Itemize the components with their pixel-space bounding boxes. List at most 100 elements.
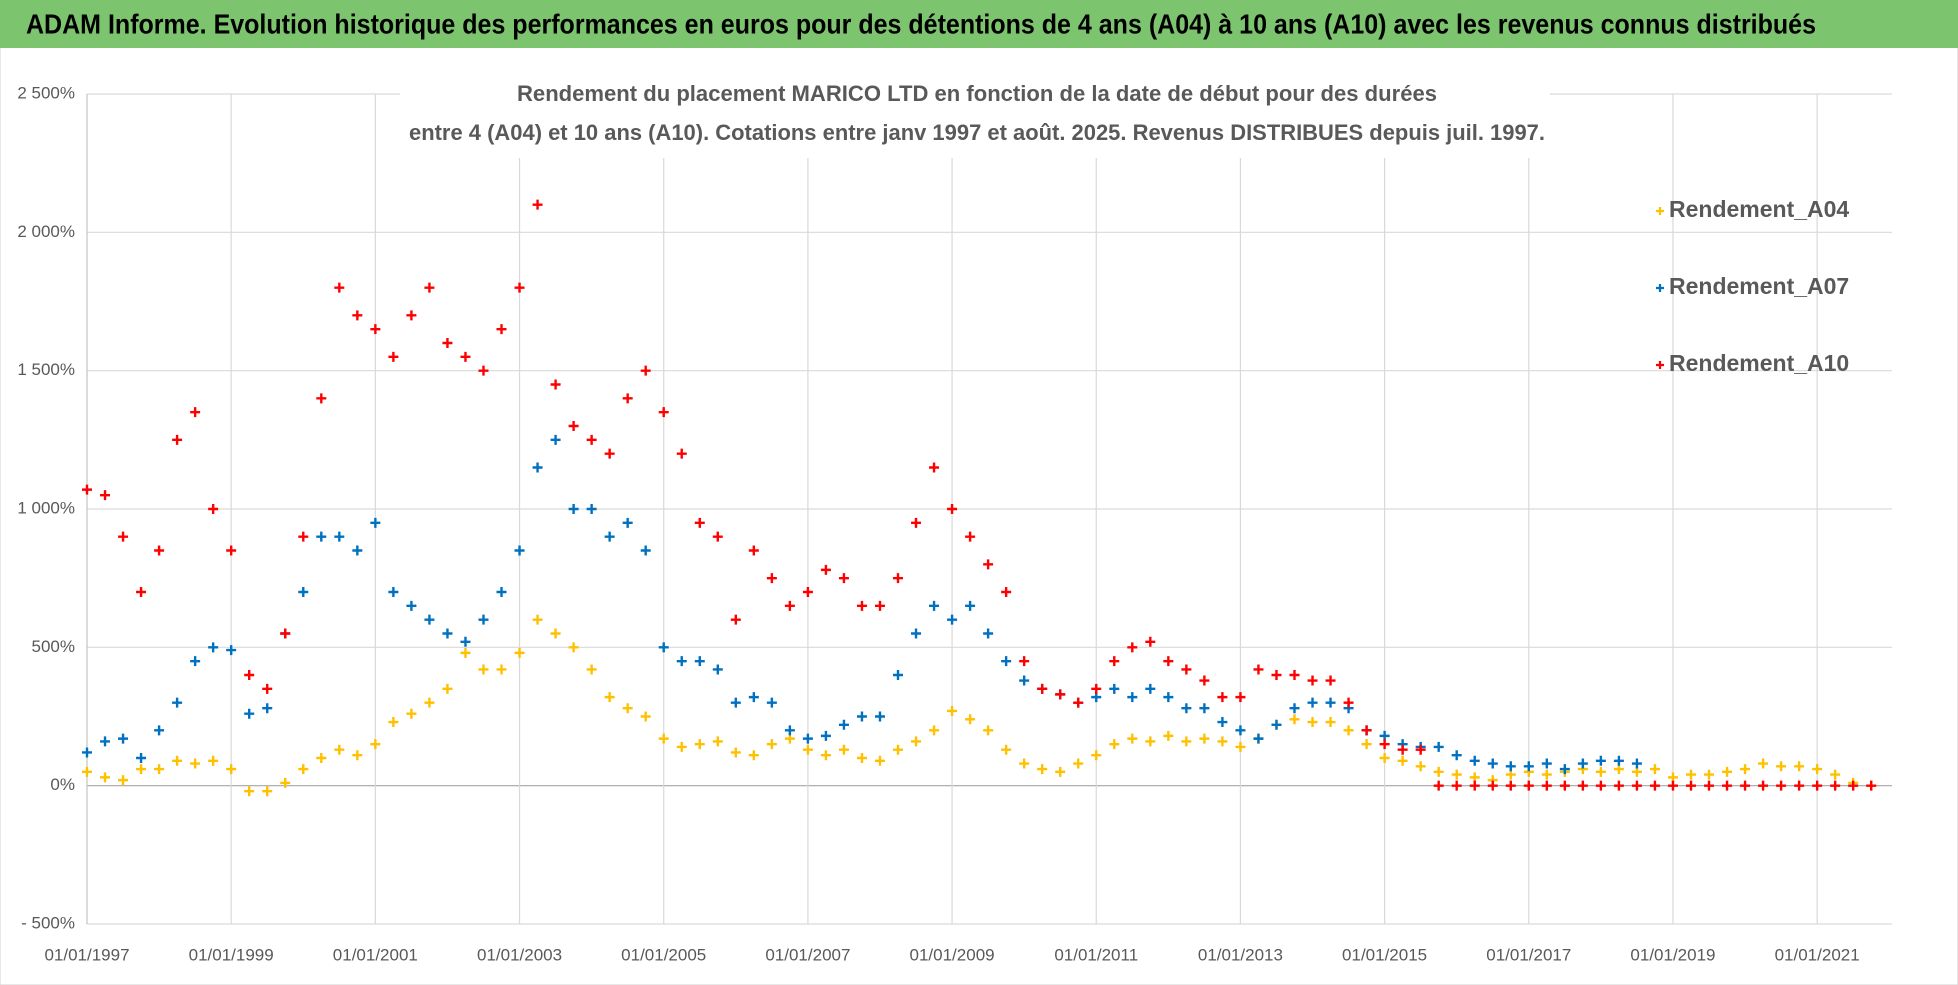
data-point — [1794, 780, 1805, 791]
data-point — [442, 683, 453, 694]
data-point — [496, 587, 507, 597]
data-point — [1163, 692, 1174, 703]
data-point — [1758, 758, 1769, 769]
data-point — [766, 697, 777, 708]
data-point — [280, 628, 291, 639]
data-point — [1217, 736, 1228, 747]
data-point — [334, 282, 345, 293]
data-point — [694, 739, 705, 750]
data-point — [893, 670, 904, 680]
chart-title: Rendement du placement MARICO LTD en fon… — [517, 81, 1437, 106]
y-tick-label: 500% — [32, 637, 75, 656]
data-point — [388, 587, 399, 597]
data-point — [1541, 769, 1552, 780]
data-point — [766, 573, 777, 584]
x-tick-label: 01/01/2017 — [1486, 945, 1571, 964]
data-point — [136, 753, 147, 763]
data-point — [100, 772, 111, 783]
data-point — [424, 282, 435, 293]
data-point — [1559, 764, 1570, 775]
data-point — [316, 531, 327, 542]
data-point — [514, 282, 525, 293]
data-point — [208, 755, 219, 766]
data-point — [1163, 656, 1174, 667]
data-point — [1451, 780, 1462, 791]
data-point — [1812, 780, 1823, 791]
data-point — [1451, 750, 1462, 761]
data-point — [1235, 741, 1246, 752]
data-point — [604, 448, 615, 459]
data-point — [983, 725, 994, 736]
data-point — [1109, 739, 1120, 750]
data-point — [784, 600, 795, 611]
data-point — [658, 733, 669, 744]
data-point — [442, 338, 453, 348]
data-point — [1397, 744, 1408, 755]
data-point — [929, 600, 940, 611]
data-point — [929, 462, 940, 473]
data-point — [622, 517, 633, 528]
data-point — [568, 504, 579, 514]
data-point — [1181, 664, 1192, 675]
legend-marker — [1656, 207, 1664, 215]
data-point — [1181, 703, 1192, 714]
data-point — [316, 753, 327, 763]
data-point — [748, 545, 759, 556]
data-point — [1667, 780, 1678, 791]
x-tick-label: 01/01/1997 — [44, 945, 129, 964]
data-point — [262, 786, 273, 797]
data-point — [550, 628, 561, 639]
data-point — [802, 587, 813, 597]
data-point — [622, 703, 633, 714]
data-point — [226, 545, 237, 556]
data-point — [586, 504, 597, 514]
legend-label: Rendement_A10 — [1669, 350, 1849, 376]
data-point — [983, 559, 994, 570]
x-tick-label: 01/01/2005 — [621, 945, 706, 964]
data-point — [911, 736, 922, 747]
header-title: ADAM Informe. Evolution historique des p… — [26, 8, 1816, 39]
data-point — [208, 642, 219, 653]
data-point — [1541, 780, 1552, 791]
data-point — [460, 647, 471, 658]
data-point — [568, 421, 579, 431]
data-point — [676, 741, 687, 752]
data-point — [1433, 780, 1444, 791]
data-point — [947, 504, 958, 514]
data-point — [929, 725, 940, 736]
data-point — [1001, 587, 1012, 597]
data-point — [118, 733, 129, 744]
data-point — [226, 645, 237, 656]
data-point — [1397, 755, 1408, 766]
data-point — [1181, 736, 1192, 747]
data-point — [478, 614, 489, 625]
data-point — [730, 747, 741, 758]
data-point — [1091, 750, 1102, 761]
legend-label: Rendement_A07 — [1669, 273, 1849, 299]
data-point — [82, 766, 92, 777]
data-point — [983, 628, 994, 639]
data-point — [550, 379, 561, 390]
data-point — [1235, 725, 1246, 736]
data-point — [893, 744, 904, 755]
y-tick-label: 2 000% — [17, 222, 75, 241]
data-point — [190, 758, 201, 769]
data-point — [298, 764, 309, 775]
data-point — [226, 764, 237, 775]
data-point — [965, 714, 976, 725]
data-point — [1199, 703, 1210, 714]
y-tick-label: 1 000% — [17, 498, 75, 517]
data-point — [1037, 764, 1048, 775]
data-point — [1199, 733, 1210, 744]
grid — [86, 93, 1892, 925]
data-point — [514, 647, 525, 658]
data-point — [424, 614, 435, 625]
data-point — [730, 697, 741, 708]
data-point — [1631, 780, 1642, 791]
data-point — [406, 310, 417, 321]
data-point — [1091, 683, 1102, 694]
data-point — [712, 736, 723, 747]
data-point — [820, 750, 831, 761]
y-tick-label: - 500% — [21, 913, 75, 932]
data-point — [1722, 766, 1733, 777]
